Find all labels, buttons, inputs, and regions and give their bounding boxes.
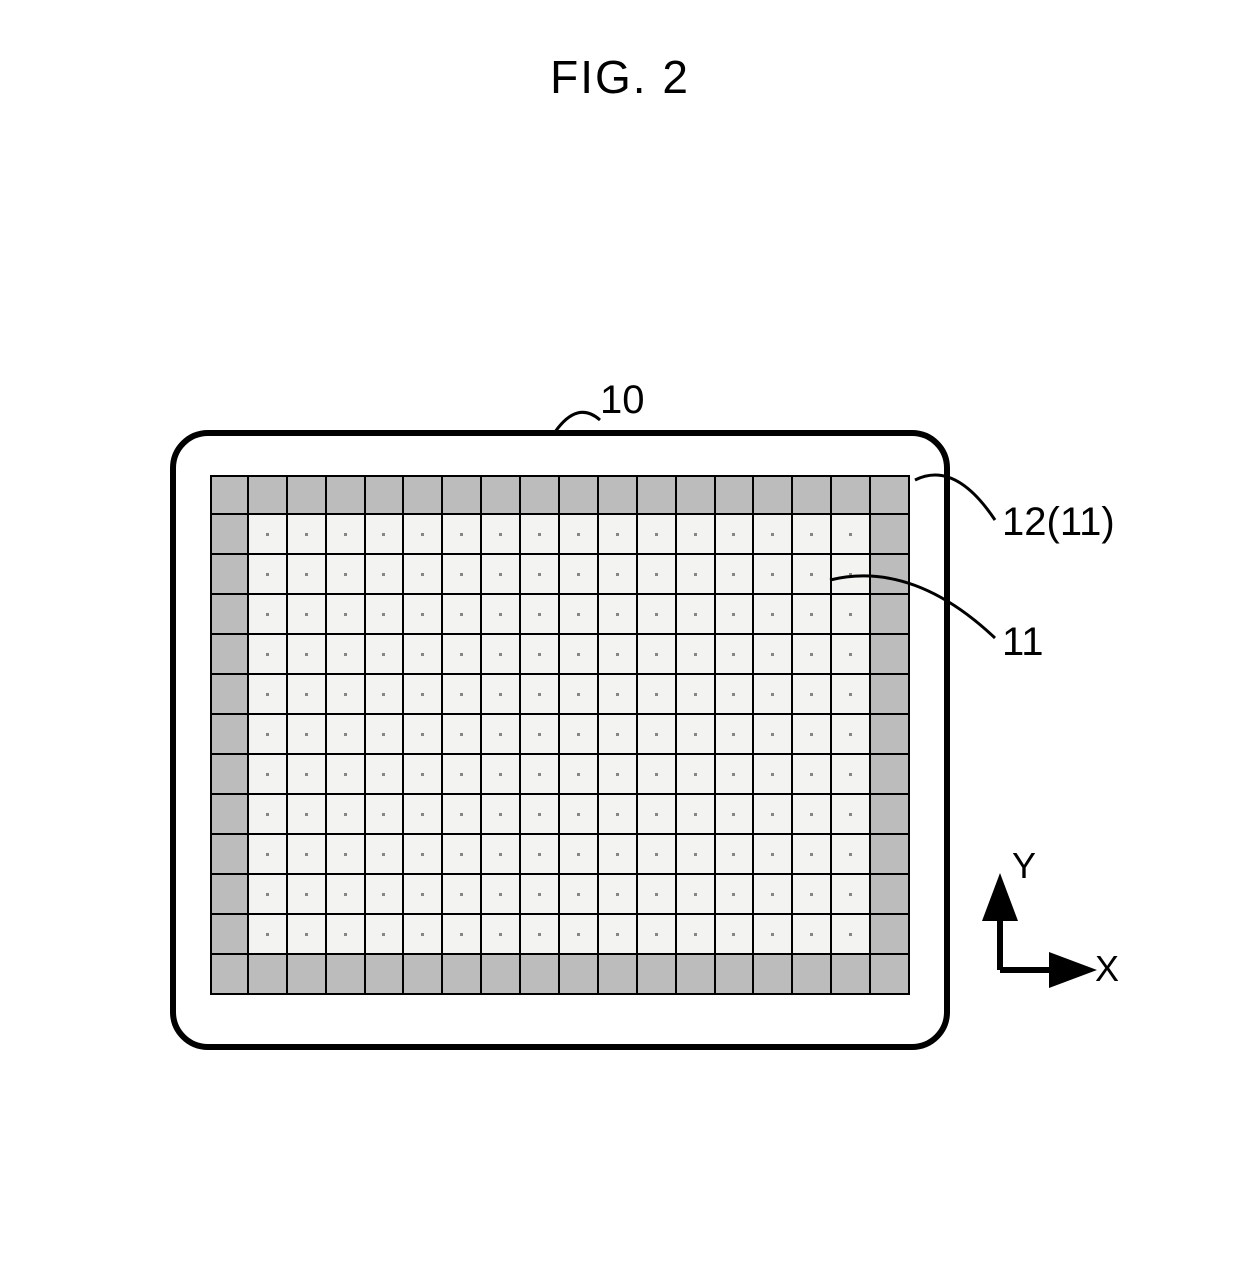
axis-label-x: X: [1095, 948, 1119, 990]
axis-label-y: Y: [1012, 845, 1036, 887]
figure-stage: FIG. 2 10 12(11) 11 YX: [0, 0, 1240, 1264]
coordinate-axes: YX: [0, 0, 1240, 1264]
